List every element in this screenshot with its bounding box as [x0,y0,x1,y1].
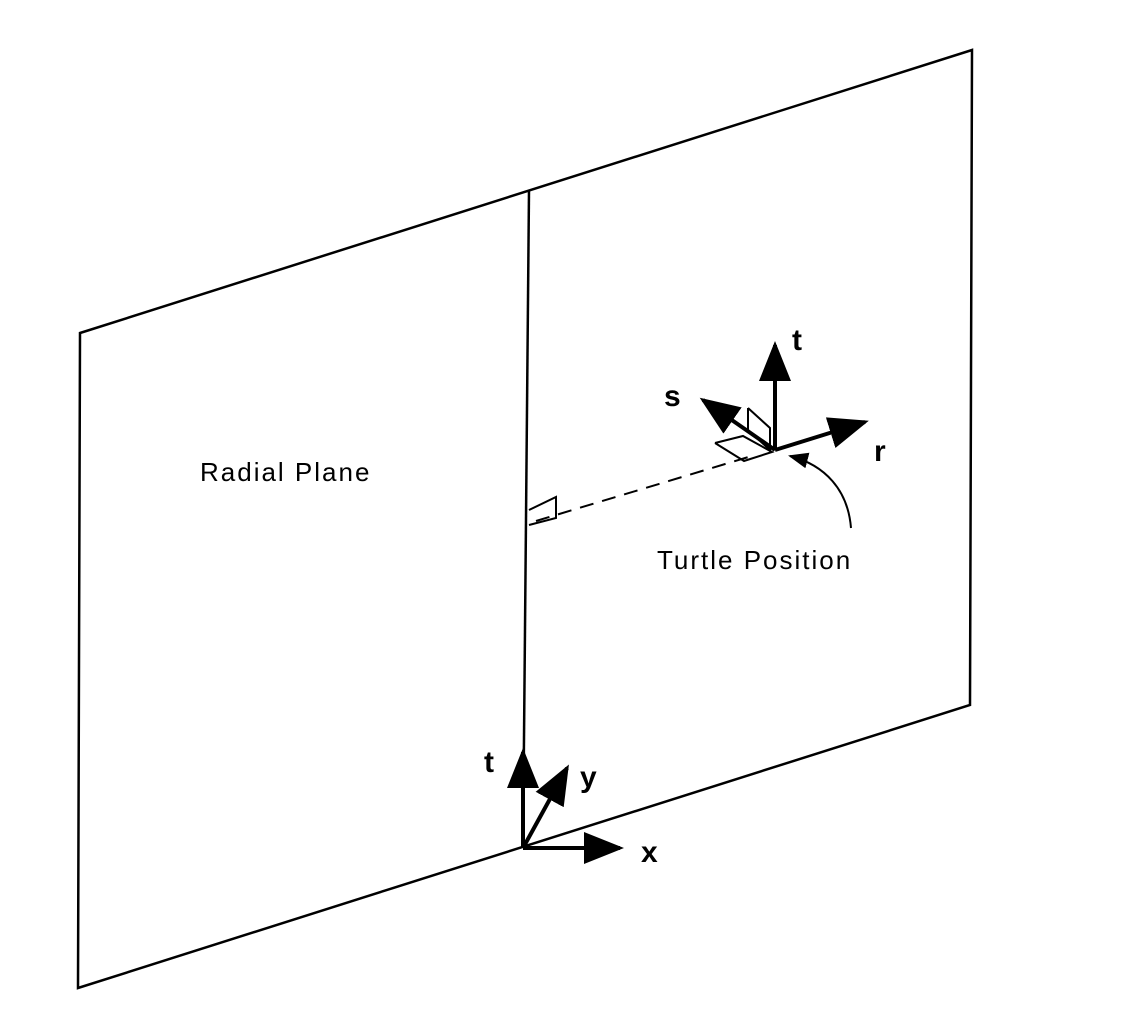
right-angle-marker-center [528,495,557,526]
global-x-label: x [641,836,658,869]
turtle-horizontal-square [714,434,775,463]
global-y-label: y [580,761,597,794]
radial-plane-outline [76,48,974,990]
turtle-r-arrow [774,417,869,452]
perpendicular-dashed-line [535,454,756,522]
global-y-arrow [521,764,569,849]
global-t-label: t [484,746,494,779]
radial-plane-label: Radial Plane [200,457,371,487]
turtle-s-arrow [699,397,777,452]
turtle-position-label: Turtle Position [657,545,852,575]
turtle-pointer-arrow [788,452,852,529]
turtle-s-label: s [664,380,681,413]
plane-center-line [521,189,531,849]
turtle-r-label: r [874,435,886,468]
turtle-t-label: t [792,324,802,357]
